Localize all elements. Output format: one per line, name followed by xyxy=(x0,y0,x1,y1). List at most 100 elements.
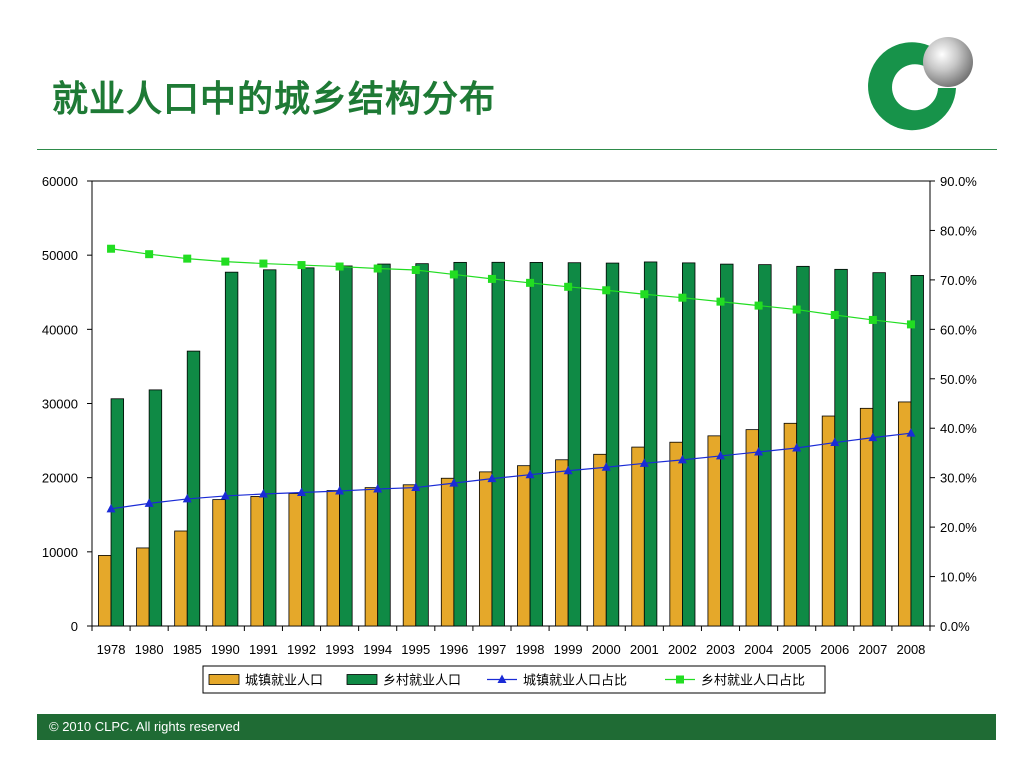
point-rural-share xyxy=(564,282,573,291)
point-rural-share xyxy=(259,259,268,268)
point-urban-share xyxy=(449,478,459,487)
point-rural-share xyxy=(602,286,611,295)
bar-urban-employment xyxy=(402,484,417,627)
right-axis-tick-label: 60.0% xyxy=(940,322,977,337)
x-axis-tick-label: 2007 xyxy=(858,642,887,657)
bar-urban-employment xyxy=(136,547,150,627)
bar-rural-employment xyxy=(301,267,315,627)
x-axis-tick-label: 1978 xyxy=(97,642,126,657)
bar-urban-employment xyxy=(98,555,112,627)
bar-urban-employment xyxy=(707,435,721,627)
point-rural-share xyxy=(449,270,458,279)
bar-urban-employment xyxy=(250,496,264,627)
x-axis-tick-label: 1993 xyxy=(325,642,354,657)
bar-rural-employment xyxy=(491,261,505,627)
bar-rural-employment xyxy=(415,263,429,627)
x-axis-tick-label: 1985 xyxy=(173,642,202,657)
bar-rural-employment xyxy=(186,350,201,627)
point-rural-share xyxy=(792,305,801,314)
right-axis-tick-label: 70.0% xyxy=(940,273,977,288)
right-axis-tick-label: 0.0% xyxy=(940,619,970,634)
point-urban-share xyxy=(258,488,268,498)
point-rural-share xyxy=(335,262,344,271)
bar-rural-employment xyxy=(758,264,772,627)
bar-urban-employment xyxy=(326,490,340,627)
point-urban-share xyxy=(639,458,649,467)
x-axis-tick-label: 1990 xyxy=(211,642,240,657)
right-axis-tick-label: 50.0% xyxy=(940,372,977,387)
point-urban-share xyxy=(335,486,345,495)
point-urban-share xyxy=(106,503,116,513)
left-axis-tick-label: 20000 xyxy=(42,471,78,486)
bar-urban-employment xyxy=(288,493,302,627)
bar-rural-employment xyxy=(148,389,163,627)
x-axis-tick-label: 1980 xyxy=(135,642,164,657)
x-axis-tick-label: 2006 xyxy=(820,642,849,657)
page-title: 就业人口中的城乡结构分布 xyxy=(52,79,497,120)
bar-rural-employment xyxy=(834,268,848,627)
point-urban-share xyxy=(830,437,840,447)
point-urban-share xyxy=(144,498,154,507)
x-axis-tick-label: 2004 xyxy=(744,642,773,657)
legend-marker xyxy=(676,675,684,684)
bar-rural-employment xyxy=(567,262,582,627)
bar-urban-employment xyxy=(517,465,531,627)
x-axis-tick-label: 2005 xyxy=(782,642,811,657)
left-axis-tick-label: 60000 xyxy=(42,174,78,189)
x-axis-tick-label: 1999 xyxy=(554,642,583,657)
bar-rural-employment xyxy=(263,269,277,627)
point-rural-share xyxy=(678,293,687,302)
point-rural-share xyxy=(107,244,116,253)
point-urban-share xyxy=(754,446,764,456)
x-axis-tick-label: 1996 xyxy=(439,642,468,657)
x-axis-tick-label: 2000 xyxy=(592,642,621,657)
x-axis-tick-label: 1994 xyxy=(363,642,392,657)
point-rural-share xyxy=(868,315,877,324)
bar-urban-employment xyxy=(783,422,798,627)
bar-urban-employment xyxy=(555,459,569,627)
right-axis-tick-label: 10.0% xyxy=(940,570,977,585)
bar-urban-employment xyxy=(364,487,379,627)
clpc-logo xyxy=(868,37,973,131)
x-axis-tick-label: 2003 xyxy=(706,642,735,657)
point-urban-share xyxy=(297,487,306,496)
point-urban-share xyxy=(601,462,611,471)
point-urban-share xyxy=(411,482,421,492)
point-rural-share xyxy=(487,274,496,283)
bar-urban-employment xyxy=(440,477,455,627)
x-axis-tick-label: 1991 xyxy=(249,642,278,657)
x-axis-tick-label: 2002 xyxy=(668,642,697,657)
title-divider xyxy=(37,149,997,150)
point-urban-share xyxy=(677,454,687,464)
left-axis-tick-label: 40000 xyxy=(42,322,78,337)
bar-urban-employment xyxy=(745,429,759,627)
legend-label: 乡村就业人口 xyxy=(383,674,461,689)
x-axis-tick-label: 2001 xyxy=(630,642,659,657)
x-axis-tick-label: 2008 xyxy=(896,642,925,657)
bar-rural-employment xyxy=(872,272,886,627)
x-axis-tick-label: 1995 xyxy=(401,642,430,657)
point-rural-share xyxy=(145,250,154,259)
left-axis-tick-label: 30000 xyxy=(42,397,78,412)
point-urban-share xyxy=(868,432,878,442)
left-axis-tick-label: 50000 xyxy=(42,248,78,263)
left-axis-tick-label: 10000 xyxy=(42,545,78,560)
logo-silver-ball xyxy=(923,37,973,87)
bar-urban-employment xyxy=(631,446,645,627)
legend-label: 城镇就业人口占比 xyxy=(523,674,627,689)
bar-rural-employment xyxy=(720,263,734,627)
bar-rural-employment xyxy=(529,262,544,627)
logo-c-shape xyxy=(868,42,956,131)
point-rural-share xyxy=(830,310,839,319)
bar-urban-employment xyxy=(212,499,226,627)
point-urban-share xyxy=(487,473,497,483)
legend-swatch xyxy=(346,674,378,685)
x-axis-tick-label: 1992 xyxy=(287,642,316,657)
right-axis-tick-label: 20.0% xyxy=(940,520,977,535)
bar-rural-employment xyxy=(682,262,696,627)
line-urban-share xyxy=(110,432,912,510)
bar-rural-employment xyxy=(910,275,924,627)
bar-urban-employment xyxy=(669,441,683,627)
employment-chart: 0 10000 20000 30000 40000 50000 60000 0.0% 10.0%… xyxy=(42,174,977,694)
x-axis-tick-label: 1998 xyxy=(516,642,545,657)
